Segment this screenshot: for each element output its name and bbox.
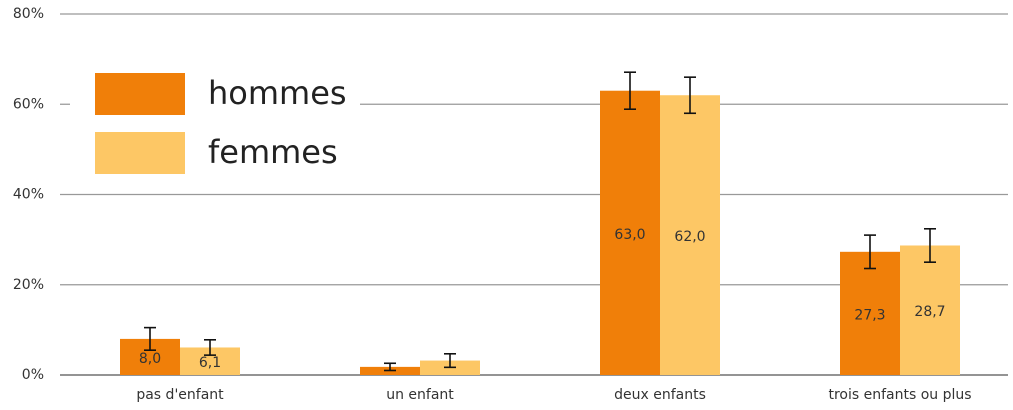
- x-tick-label: un enfant: [386, 387, 454, 403]
- value-label: 27,3: [854, 307, 885, 323]
- error-bar: [864, 234, 876, 270]
- y-tick-label: 60%: [13, 96, 44, 112]
- y-tick-label: 80%: [13, 6, 44, 22]
- x-tick-label: pas d'enfant: [136, 387, 224, 403]
- bar: [900, 245, 960, 375]
- x-tick-label: trois enfants ou plus: [828, 387, 971, 403]
- error-bar: [444, 352, 456, 369]
- value-label: 6,1: [199, 355, 221, 371]
- value-label: 28,7: [914, 304, 945, 320]
- legend-swatch: [95, 132, 185, 174]
- bar: [840, 251, 900, 375]
- y-tick-label: 20%: [13, 277, 44, 293]
- x-tick-label: deux enfants: [614, 387, 706, 403]
- error-bar: [924, 227, 936, 263]
- legend-swatch: [95, 73, 185, 115]
- y-tick-label: 0%: [22, 367, 44, 383]
- legend-label: femmes: [208, 133, 338, 171]
- error-bar: [684, 76, 696, 115]
- y-tick-label: 40%: [13, 187, 44, 203]
- value-label: 8,0: [139, 351, 161, 367]
- legend: hommes femmes: [70, 62, 360, 186]
- error-bar: [204, 339, 216, 356]
- error-bar: [144, 326, 156, 351]
- error-bar: [384, 362, 396, 372]
- value-label: 62,0: [674, 229, 705, 245]
- bar: [600, 90, 660, 376]
- legend-label: hommes: [208, 74, 347, 112]
- value-label: 63,0: [614, 227, 645, 243]
- error-bar: [624, 71, 636, 111]
- bar: [660, 95, 720, 375]
